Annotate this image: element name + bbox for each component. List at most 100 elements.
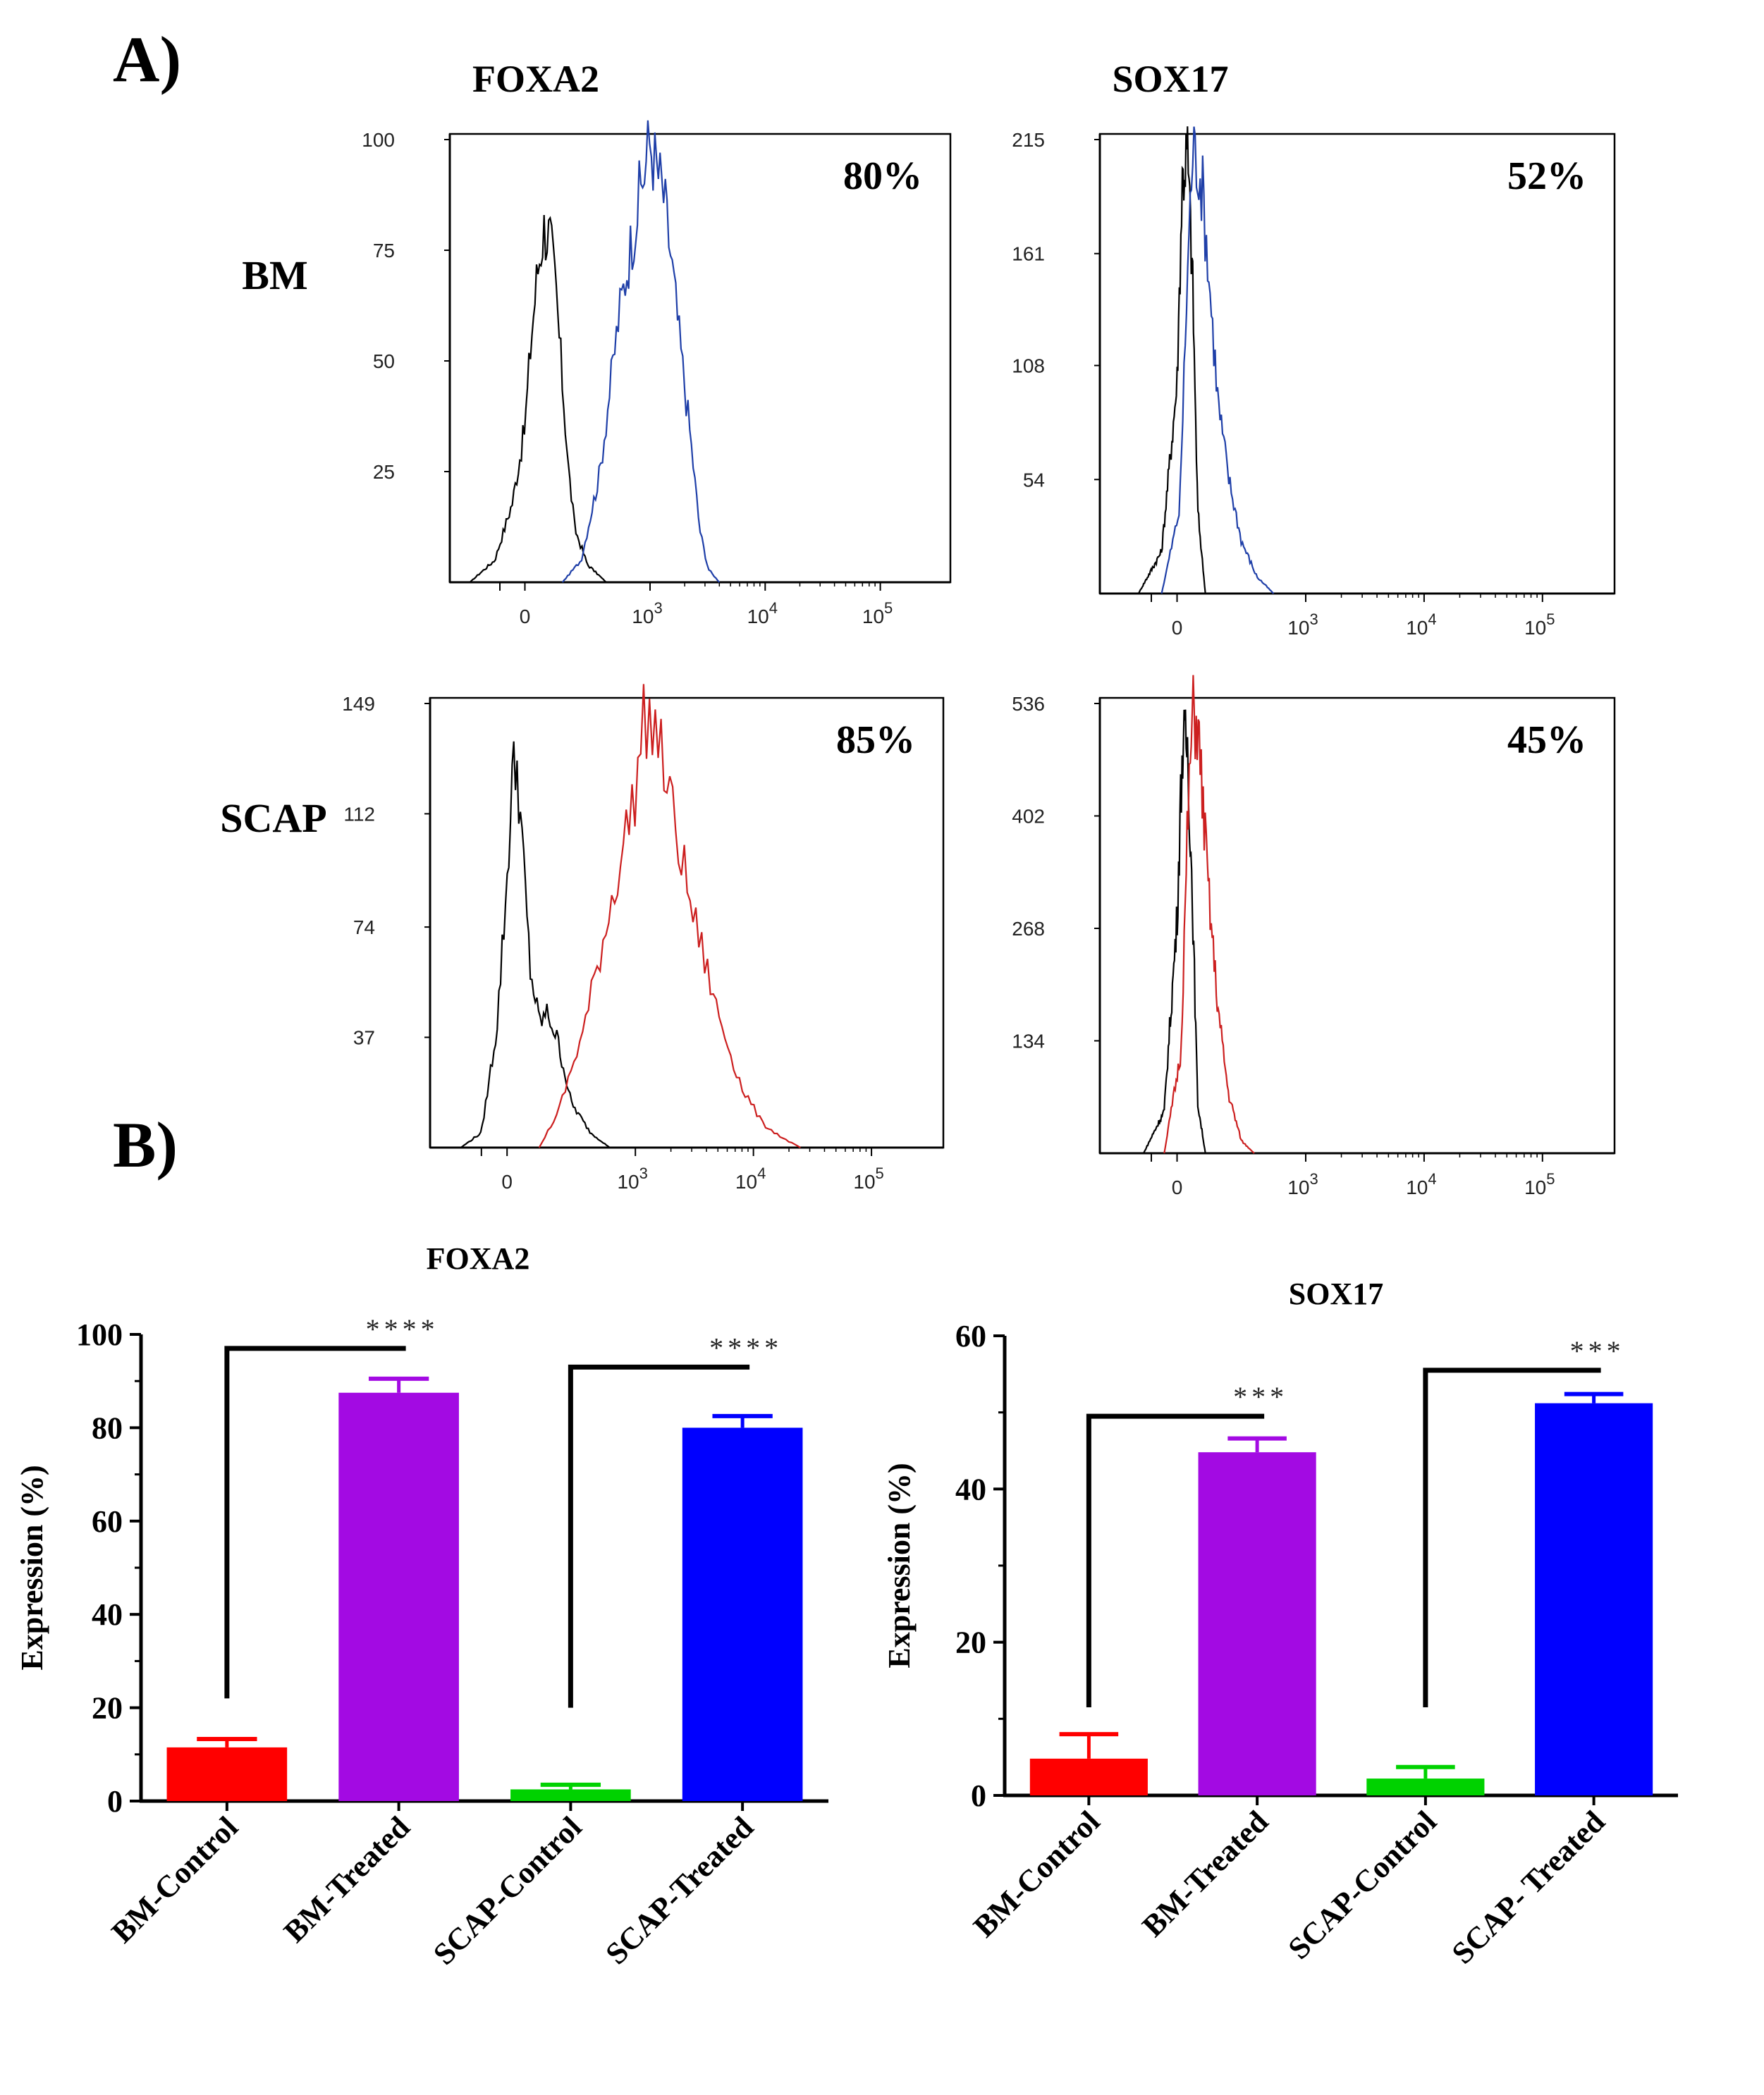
control-histogram — [460, 741, 611, 1148]
y-tick-label: 536 — [1012, 693, 1045, 715]
x-tick-label: SCAP-Control — [427, 1810, 588, 1971]
y-tick-label: 75 — [373, 240, 395, 262]
bar-scap-treated — [682, 1427, 803, 1801]
percent-label: 45% — [1507, 718, 1586, 762]
panel-label-a: A) — [113, 23, 181, 95]
x-tick-label: BM-Control — [967, 1804, 1106, 1943]
x-tick-label: 104 — [1406, 1170, 1436, 1198]
y-tick-label: 402 — [1012, 806, 1045, 828]
significance-stars: **** — [366, 1313, 439, 1345]
percent-label: 85% — [836, 718, 915, 762]
significance-bracket — [568, 1364, 750, 1708]
bar-chart-sox17: SOX17 Expression (%) 0 20 40 60 BM-Control BM-T… — [882, 1277, 1678, 1970]
x-tick-label: 0 — [501, 1171, 513, 1193]
y-tick-label: 20 — [92, 1691, 123, 1726]
stained-histogram — [538, 684, 801, 1148]
x-tick-base: 10 — [853, 1171, 875, 1193]
significance-bracket — [1086, 1413, 1265, 1708]
percent-label: 52% — [1507, 154, 1586, 198]
x-tick-label: BM-Treated — [1136, 1804, 1275, 1943]
stained-histogram — [561, 120, 721, 583]
control-histogram — [469, 215, 607, 583]
y-tick-label: 50 — [373, 350, 395, 372]
x-tick-base: 10 — [735, 1171, 757, 1193]
y-tick-label: 0 — [107, 1784, 123, 1819]
x-tick-label: 104 — [735, 1165, 766, 1193]
x-tick-label: 103 — [1287, 1170, 1318, 1198]
x-tick-label: 0 — [1172, 617, 1183, 639]
bar-bm-control — [166, 1747, 288, 1801]
bar-bm-treated — [1198, 1452, 1316, 1795]
bar-bm-treated — [338, 1392, 459, 1801]
x-tick-base: 10 — [617, 1171, 639, 1193]
x-tick-base: 10 — [1524, 617, 1546, 639]
x-tick-base: 10 — [862, 606, 884, 627]
y-tick-label: 37 — [353, 1027, 375, 1049]
x-tick-label: SCAP- Treated — [1445, 1804, 1612, 1970]
x-tick-label: 104 — [1406, 610, 1436, 639]
y-axis-label: Expression (%) — [882, 1463, 917, 1668]
x-tick-label: 103 — [617, 1165, 647, 1193]
y-tick-label: 80 — [92, 1411, 123, 1445]
x-tick-base: 10 — [1406, 1176, 1428, 1198]
x-tick-base: 10 — [1287, 617, 1309, 639]
control-histogram — [1137, 126, 1206, 594]
y-tick-label: 100 — [76, 1317, 123, 1352]
column-title-sox17: SOX17 — [1112, 58, 1228, 100]
x-tick-label: 0 — [520, 606, 531, 627]
y-tick-label: 20 — [955, 1626, 986, 1660]
x-tick-base: 10 — [632, 606, 654, 627]
x-tick-label: 104 — [747, 599, 778, 627]
row-label-bm: BM — [242, 252, 307, 298]
x-tick-exponent: 3 — [1309, 610, 1318, 628]
x-tick-label: 0 — [1172, 1176, 1183, 1198]
y-tick-label: 268 — [1012, 918, 1045, 940]
percent-label: 80% — [843, 154, 922, 198]
significance-stars: **** — [709, 1332, 783, 1363]
significance-bracket — [1423, 1368, 1601, 1708]
plot-frame — [448, 133, 952, 584]
y-tick-label: 134 — [1012, 1031, 1045, 1052]
y-tick-label: 60 — [92, 1504, 123, 1539]
significance-stars: *** — [1570, 1335, 1625, 1367]
significance-bracket — [224, 1346, 406, 1699]
x-tick-label: SCAP-Treated — [599, 1810, 760, 1971]
stained-histogram — [1163, 675, 1255, 1154]
column-title-foxa2: FOXA2 — [472, 58, 599, 100]
x-tick-label: 105 — [853, 1165, 883, 1193]
x-tick-exponent: 3 — [654, 599, 662, 617]
bar-chart-foxa2: FOXA2 Expression (%) 0 20 40 60 80 100 BM-Contro… — [15, 1241, 828, 1972]
x-tick-label: 105 — [1524, 610, 1555, 639]
x-tick-exponent: 5 — [884, 599, 893, 617]
x-tick-label: 103 — [632, 599, 662, 627]
x-tick-label: SCAP-Control — [1282, 1804, 1443, 1965]
significance-stars: *** — [1233, 1381, 1288, 1413]
x-tick-label: BM-Treated — [277, 1810, 417, 1949]
y-tick-label: 108 — [1012, 355, 1045, 377]
y-tick-label: 0 — [971, 1778, 986, 1813]
x-tick-exponent: 5 — [1546, 1170, 1555, 1188]
bar-scap-control — [1366, 1778, 1485, 1795]
x-tick-base: 10 — [747, 606, 769, 627]
x-tick-label: BM-Control — [105, 1810, 245, 1949]
x-tick-exponent: 3 — [1309, 1170, 1318, 1188]
y-tick-label: 60 — [955, 1319, 986, 1353]
row-label-scap: SCAP — [220, 795, 326, 841]
x-tick-exponent: 5 — [1546, 610, 1555, 628]
chart-title: SOX17 — [1289, 1277, 1383, 1311]
y-axis-label: Expression (%) — [15, 1465, 49, 1670]
y-tick-label: 40 — [955, 1472, 986, 1506]
x-tick-exponent: 4 — [757, 1165, 766, 1182]
y-tick-label: 40 — [92, 1597, 123, 1632]
bar-bm-control — [1029, 1758, 1148, 1795]
x-tick-exponent: 4 — [1428, 1170, 1436, 1188]
y-tick-label: 161 — [1012, 243, 1045, 265]
panel-label-b: B) — [113, 1109, 178, 1181]
y-tick-label: 215 — [1012, 129, 1045, 151]
x-tick-exponent: 4 — [769, 599, 778, 617]
bar-scap-treated — [1535, 1403, 1653, 1795]
